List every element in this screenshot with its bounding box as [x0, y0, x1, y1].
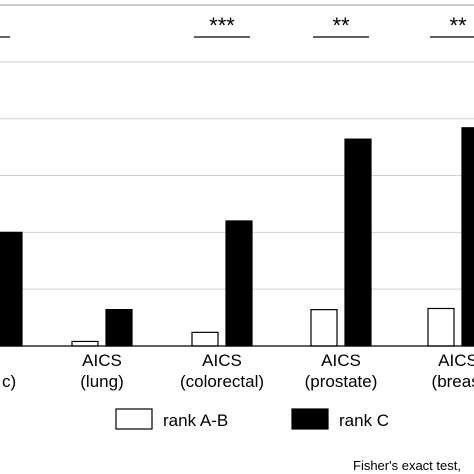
bar-rank-a-b: [191, 331, 219, 347]
x-tick-labels: c) AICS (lung) AICS (colorectal) AICS (prostat…: [2, 351, 474, 391]
gridlines: [0, 61, 474, 290]
x-tick-label: AICS: [202, 351, 242, 370]
bar-rank-c: [344, 138, 372, 347]
x-tick-label: AICS: [438, 351, 474, 370]
footnote: Fisher's exact test,: [353, 458, 461, 473]
legend-swatch-rank-a-b: [115, 408, 153, 430]
bar-rank-a-b: [427, 307, 455, 347]
x-tick-label: (colorectal): [180, 372, 264, 391]
x-tick-label: (lung): [80, 372, 123, 391]
legend-label-rank-a-b: rank A-B: [163, 411, 228, 430]
legend-label-rank-c: rank C: [339, 411, 389, 430]
bars: [0, 127, 474, 347]
bar-rank-c: [225, 220, 253, 347]
significance-markers: *** ** **: [0, 13, 474, 38]
x-tick-label: c): [2, 372, 16, 391]
x-tick-label: (prostate): [305, 372, 378, 391]
significance-label: **: [449, 13, 467, 38]
bar-rank-c: [461, 127, 474, 347]
legend: rank A-B rank C: [115, 408, 389, 430]
x-tick-label: AICS: [321, 351, 361, 370]
bar-rank-a-b: [310, 309, 338, 347]
legend-swatch-rank-c: [291, 408, 329, 430]
significance-label: ***: [209, 13, 235, 38]
significance-label: **: [332, 13, 350, 38]
x-tick-label: (breast: [432, 372, 474, 391]
bar-rank-a-b: [71, 340, 99, 347]
bar-rank-c: [0, 231, 23, 347]
x-tick-label: AICS: [82, 351, 122, 370]
bar-rank-c: [105, 309, 133, 347]
